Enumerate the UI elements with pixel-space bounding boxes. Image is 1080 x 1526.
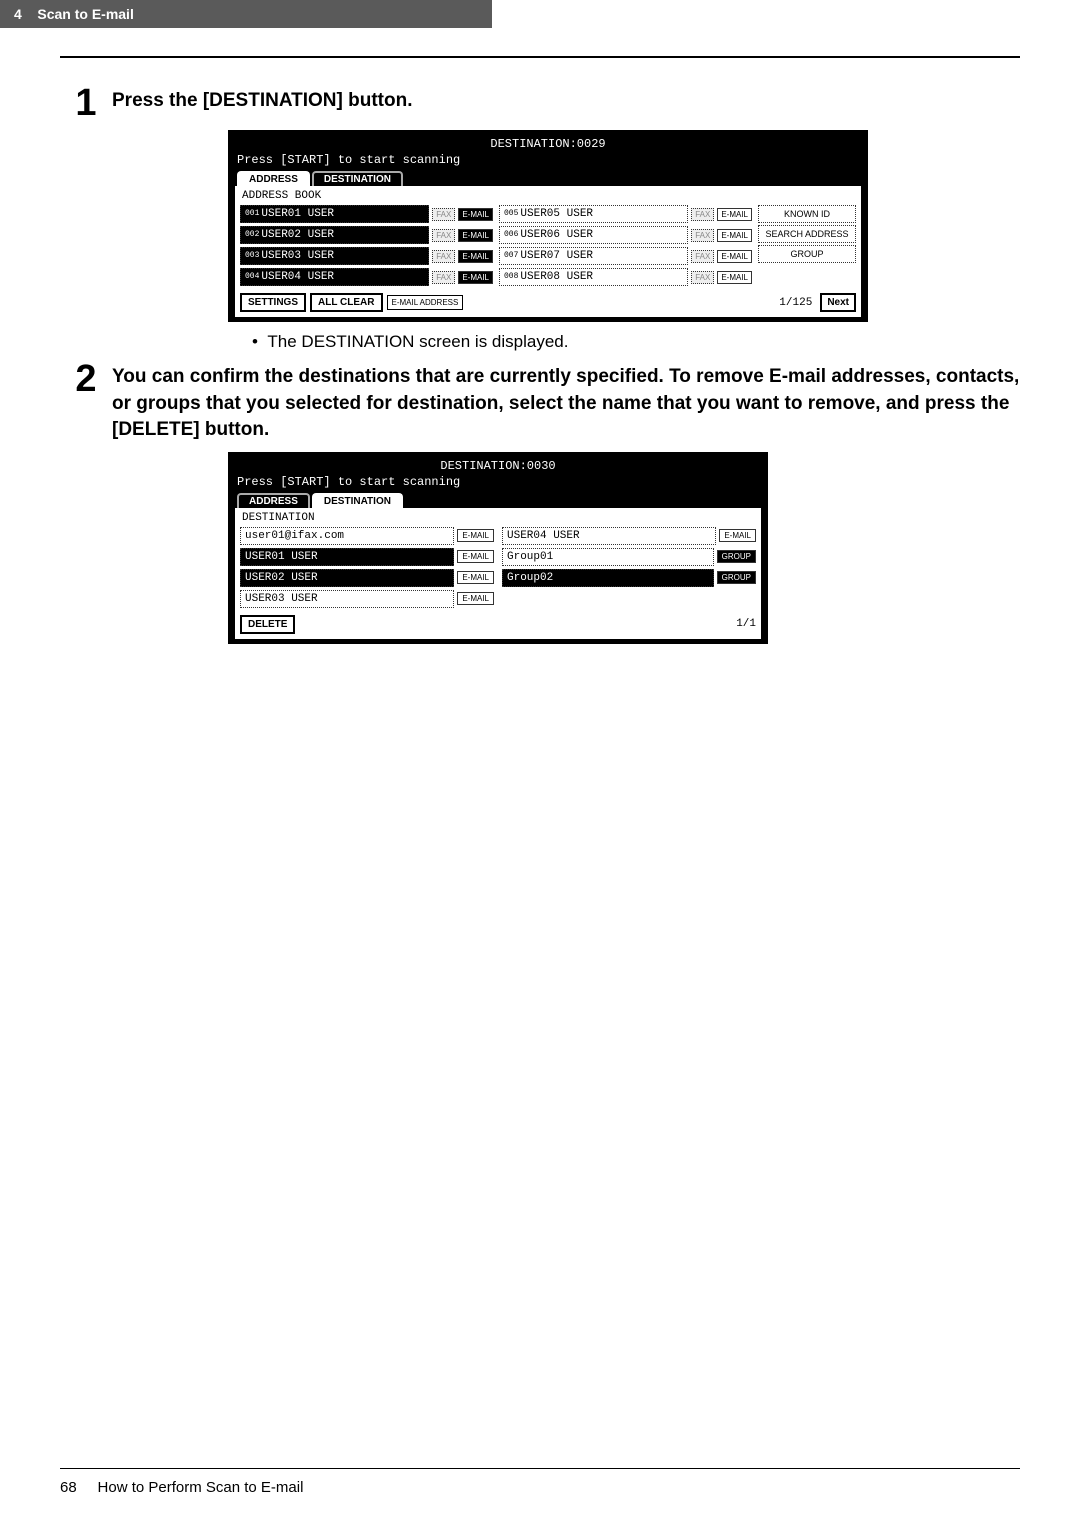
footer-title: How to Perform Scan to E-mail [98,1479,304,1496]
address-row[interactable]: 005USER05 USER FAX E-MAIL [499,205,752,223]
page-indicator: 1/1 [736,618,756,630]
page-indicator: 1/125 [779,297,812,309]
fax-chip[interactable]: FAX [432,229,455,242]
delete-button[interactable]: DELETE [240,615,295,634]
all-clear-button[interactable]: ALL CLEAR [310,293,382,312]
chapter-number: 4 [14,6,22,22]
dest-row[interactable]: USER04 USERE-MAIL [502,527,756,545]
next-button[interactable]: Next [820,293,856,312]
panel-title: DESTINATION:0029 [235,135,861,153]
step-note: • The DESTINATION screen is displayed. [252,332,1020,352]
panel-subtitle: Press [START] to start scanning [235,475,761,493]
fax-chip[interactable]: FAX [691,229,714,242]
group-tag: GROUP [717,550,756,563]
email-address-button[interactable]: E-MAIL ADDRESS [387,295,464,310]
email-tag: E-MAIL [457,592,494,605]
email-chip[interactable]: E-MAIL [717,229,752,242]
panel-title: DESTINATION:0030 [235,457,761,475]
tab-destination[interactable]: DESTINATION [312,493,403,508]
section-label: ADDRESS BOOK [240,189,856,205]
address-row[interactable]: 004USER04 USER FAX E-MAIL [240,268,493,286]
panel-subtitle: Press [START] to start scanning [235,153,861,171]
settings-button[interactable]: SETTINGS [240,293,306,312]
tab-address[interactable]: ADDRESS [237,493,310,508]
section-label: DESTINATION [240,511,756,527]
email-chip[interactable]: E-MAIL [458,250,493,263]
step-text: Press the [DESTINATION] button. [112,88,1020,115]
step-number: 2 [60,360,112,398]
tab-destination[interactable]: DESTINATION [312,171,403,186]
screenshot-1: DESTINATION:0029 Press [START] to start … [228,130,1020,322]
step-number: 1 [60,84,112,122]
email-chip[interactable]: E-MAIL [458,271,493,284]
group-button[interactable]: GROUP [758,245,856,263]
page-header: 4 Scan to E-mail [0,0,492,28]
step-2: 2 You can confirm the destinations that … [60,364,1020,444]
address-row[interactable]: 007USER07 USER FAX E-MAIL [499,247,752,265]
search-address-button[interactable]: SEARCH ADDRESS [758,225,856,243]
fax-chip[interactable]: FAX [432,271,455,284]
email-tag: E-MAIL [457,550,494,563]
address-row[interactable]: 001USER01 USER FAX E-MAIL [240,205,493,223]
dest-row [502,590,756,606]
email-tag: E-MAIL [457,529,494,542]
address-row[interactable]: 008USER08 USER FAX E-MAIL [499,268,752,286]
step-1: 1 Press the [DESTINATION] button. [60,88,1020,122]
page-footer: 68 How to Perform Scan to E-mail [60,1468,1020,1496]
chapter-title: Scan to E-mail [37,6,133,22]
header-divider [60,56,1020,58]
dest-row[interactable]: USER03 USERE-MAIL [240,590,494,608]
email-chip[interactable]: E-MAIL [717,250,752,263]
tab-address[interactable]: ADDRESS [237,171,310,186]
email-tag: E-MAIL [457,571,494,584]
step-text: You can confirm the destinations that ar… [112,364,1020,444]
email-chip[interactable]: E-MAIL [717,271,752,284]
page-number: 68 [60,1479,77,1496]
group-tag: GROUP [717,571,756,584]
dest-row[interactable]: Group01GROUP [502,548,756,566]
fax-chip[interactable]: FAX [691,250,714,263]
dest-row[interactable]: Group02GROUP [502,569,756,587]
known-id-button[interactable]: KNOWN ID [758,205,856,223]
email-tag: E-MAIL [719,529,756,542]
fax-chip[interactable]: FAX [432,250,455,263]
fax-chip[interactable]: FAX [691,271,714,284]
dest-row[interactable]: USER02 USERE-MAIL [240,569,494,587]
email-chip[interactable]: E-MAIL [458,229,493,242]
address-row[interactable]: 003USER03 USER FAX E-MAIL [240,247,493,265]
screenshot-2: DESTINATION:0030 Press [START] to start … [228,452,1020,644]
dest-row[interactable]: user01@ifax.comE-MAIL [240,527,494,545]
address-row[interactable]: 006USER06 USER FAX E-MAIL [499,226,752,244]
address-row[interactable]: 002USER02 USER FAX E-MAIL [240,226,493,244]
email-chip[interactable]: E-MAIL [717,208,752,221]
dest-row[interactable]: USER01 USERE-MAIL [240,548,494,566]
fax-chip[interactable]: FAX [691,208,714,221]
email-chip[interactable]: E-MAIL [458,208,493,221]
fax-chip[interactable]: FAX [432,208,455,221]
